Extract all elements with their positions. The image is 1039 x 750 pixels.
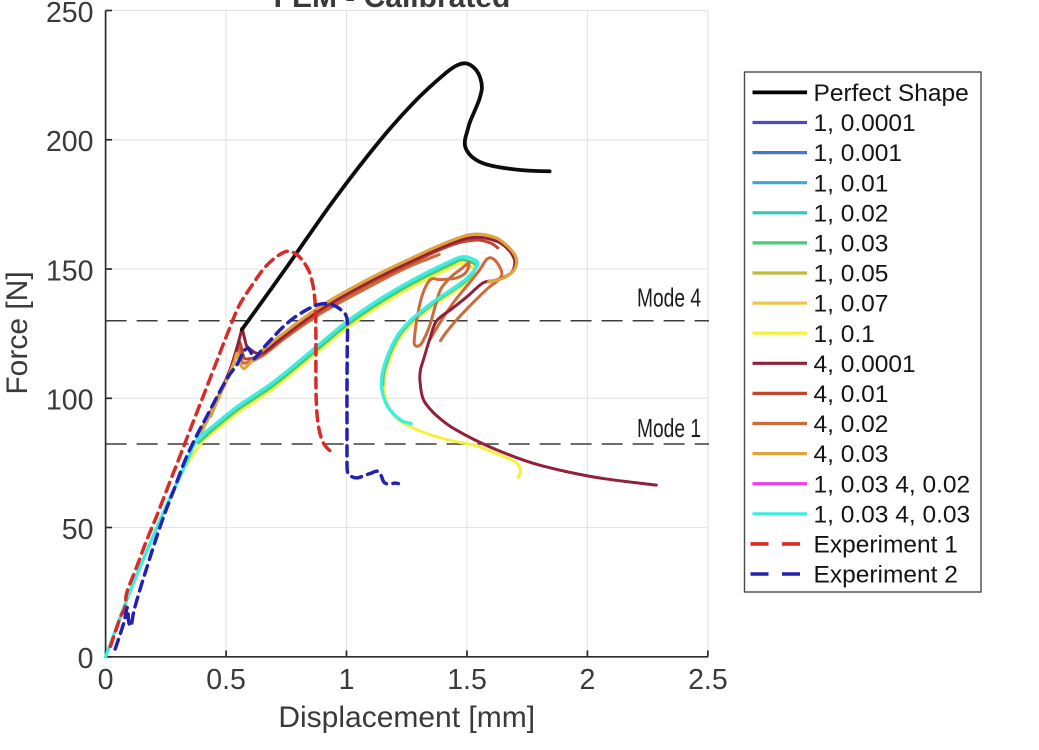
svg-text:FEM - Calibrated: FEM - Calibrated	[274, 0, 511, 14]
svg-text:1, 0.05: 1, 0.05	[814, 261, 889, 288]
svg-text:1, 0.0001: 1, 0.0001	[814, 110, 916, 137]
svg-text:100: 100	[46, 385, 94, 417]
svg-text:4, 0.0001: 4, 0.0001	[814, 351, 916, 378]
svg-text:Experiment 1: Experiment 1	[814, 532, 958, 559]
svg-text:Perfect Shape: Perfect Shape	[814, 80, 969, 107]
svg-text:1: 1	[339, 664, 355, 696]
svg-text:Experiment 2: Experiment 2	[814, 562, 958, 589]
svg-text:4, 0.03: 4, 0.03	[814, 441, 889, 468]
svg-text:Mode 1: Mode 1	[637, 413, 701, 443]
svg-text:1, 0.001: 1, 0.001	[814, 140, 903, 167]
svg-text:50: 50	[62, 514, 94, 546]
svg-text:0: 0	[78, 643, 94, 675]
svg-text:150: 150	[46, 255, 94, 287]
svg-text:1, 0.03 4, 0.02: 1, 0.03 4, 0.02	[814, 471, 971, 498]
svg-text:Force [N]: Force [N]	[1, 271, 34, 394]
svg-text:Mode 4: Mode 4	[637, 283, 701, 313]
svg-text:1, 0.03: 1, 0.03	[814, 231, 889, 258]
svg-text:250: 250	[46, 0, 94, 29]
svg-text:200: 200	[46, 126, 94, 158]
svg-text:1, 0.02: 1, 0.02	[814, 200, 889, 227]
svg-text:0: 0	[98, 664, 114, 696]
svg-text:2.5: 2.5	[688, 664, 728, 696]
svg-text:Displacement [mm]: Displacement [mm]	[278, 701, 535, 734]
svg-text:4, 0.01: 4, 0.01	[814, 381, 889, 408]
svg-text:1.5: 1.5	[447, 664, 487, 696]
svg-text:1, 0.1: 1, 0.1	[814, 321, 875, 348]
svg-text:1, 0.07: 1, 0.07	[814, 291, 889, 318]
svg-text:0.5: 0.5	[206, 664, 246, 696]
svg-text:1, 0.01: 1, 0.01	[814, 170, 889, 197]
svg-text:4, 0.02: 4, 0.02	[814, 411, 889, 438]
svg-text:2: 2	[579, 664, 595, 696]
svg-text:1, 0.03 4, 0.03: 1, 0.03 4, 0.03	[814, 501, 971, 528]
